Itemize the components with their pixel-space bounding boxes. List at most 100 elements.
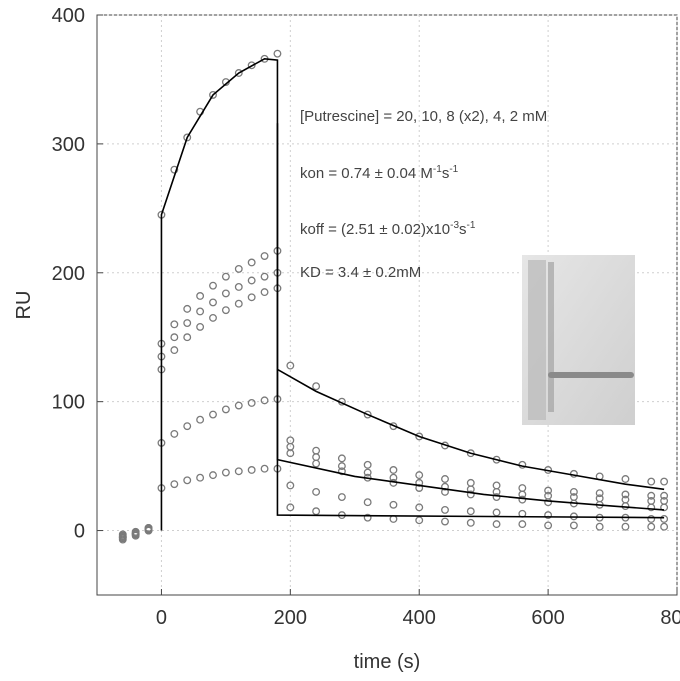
annotation-text: s (459, 221, 467, 238)
data-point (273, 49, 282, 58)
y-axis-label: RU (13, 291, 35, 320)
data-point (234, 299, 243, 308)
data-point (441, 517, 449, 526)
data-point (170, 346, 179, 355)
data-point (337, 467, 346, 476)
data-point (389, 500, 398, 509)
data-point (647, 522, 656, 531)
data-point (183, 304, 192, 313)
data-point (492, 493, 501, 501)
data-point (260, 464, 269, 473)
annotation-superscript: -1 (449, 164, 458, 175)
data-point (221, 468, 230, 477)
data-point (466, 449, 475, 458)
data-point (209, 313, 217, 322)
data-point (569, 521, 578, 530)
data-point (209, 281, 217, 290)
fit-line (276, 369, 665, 519)
data-point (363, 513, 372, 522)
data-point (441, 475, 449, 483)
data-point (595, 522, 604, 531)
data-point (337, 462, 346, 471)
data-point (621, 490, 630, 499)
annotation-text: koff = (2.51 ± 0.02)x10 (300, 221, 450, 238)
data-point (144, 524, 153, 532)
fit-line (276, 123, 665, 511)
data-point (221, 306, 230, 315)
data-point (492, 455, 501, 464)
data-point (415, 516, 424, 525)
y-tick-label: 300 (52, 134, 85, 156)
data-point (196, 473, 205, 482)
x-axis-label: time (s) (354, 651, 421, 673)
data-point (647, 477, 656, 486)
data-point (415, 503, 424, 512)
data-point (647, 503, 656, 512)
data-point (196, 292, 205, 300)
data-point (286, 361, 295, 370)
annotation: [Putrescine] = 20, 10, 8 (x2), 4, 2 mM (300, 108, 547, 125)
gel-band (548, 372, 634, 378)
data-point (647, 515, 656, 523)
data-point (234, 283, 243, 291)
data-point (170, 165, 179, 174)
data-point (247, 61, 256, 70)
data-point (131, 531, 140, 540)
data-point (209, 471, 217, 480)
data-point (247, 276, 256, 285)
data-point (441, 482, 449, 491)
data-point (234, 264, 243, 273)
annotation-text: kon = 0.74 ± 0.04 M (300, 165, 433, 182)
data-point (621, 522, 630, 531)
data-point (209, 410, 217, 419)
annotation: KD = 3.4 ± 0.2mM (300, 264, 421, 281)
data-point (544, 511, 553, 520)
data-point (415, 432, 424, 441)
data-point (170, 333, 179, 342)
annotation-superscript: -1 (433, 164, 442, 175)
x-tick-label: 200 (274, 607, 307, 629)
data-point (234, 467, 243, 476)
fit-line (160, 58, 665, 531)
data-point (544, 498, 553, 507)
data-point (312, 459, 321, 468)
data-point (363, 410, 372, 419)
data-point (337, 493, 346, 501)
data-point (466, 518, 475, 527)
data-point (196, 307, 205, 316)
data-point (389, 466, 398, 474)
gel-ladder (528, 260, 546, 420)
y-tick-label: 400 (52, 5, 85, 27)
x-tick-label: 0 (156, 607, 167, 629)
data-point (118, 535, 127, 544)
data-point (209, 298, 217, 307)
data-point (183, 133, 192, 142)
data-point (234, 69, 243, 77)
x-tick-label: 600 (531, 607, 564, 629)
data-point (492, 520, 501, 529)
data-point (209, 90, 217, 99)
data-point (221, 289, 230, 298)
data-point (196, 322, 205, 331)
data-point (286, 481, 295, 490)
data-point (518, 495, 527, 504)
x-tick-label: 800 (660, 607, 680, 629)
data-point (183, 333, 192, 342)
data-point (337, 454, 346, 463)
data-point (247, 258, 256, 267)
data-point (544, 486, 553, 495)
annotation-superscript: -1 (467, 220, 476, 231)
data-point (660, 503, 669, 512)
data-point (363, 460, 372, 469)
data-point (466, 490, 475, 499)
data-point (247, 466, 256, 474)
data-point (260, 288, 269, 297)
data-point (660, 522, 669, 531)
annotation-text: KD = 3.4 ± 0.2mM (300, 264, 421, 281)
data-point (660, 477, 669, 486)
data-point (415, 471, 424, 480)
annotation: kon = 0.74 ± 0.04 M-1s-1 (300, 164, 459, 182)
data-point (312, 487, 321, 496)
annotation: koff = (2.51 ± 0.02)x10-3s-1 (300, 220, 476, 238)
